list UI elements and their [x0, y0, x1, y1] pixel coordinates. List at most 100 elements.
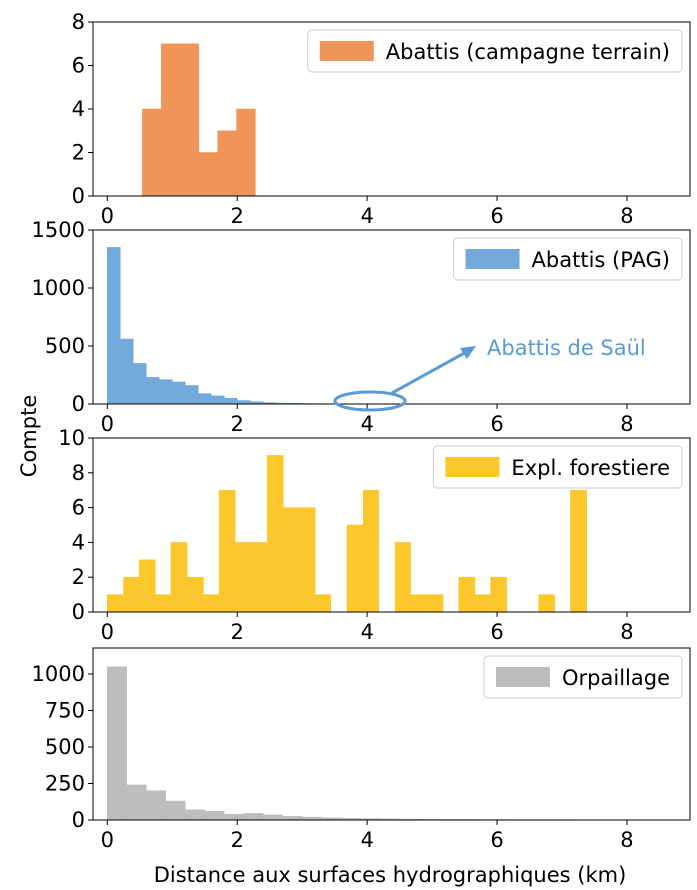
x-axis-label: Distance aux surfaces hydrographiques (k…	[154, 863, 627, 887]
histogram-bar	[236, 400, 251, 405]
histogram-bar	[120, 338, 134, 405]
x-tick-label: 6	[490, 412, 503, 436]
histogram-bar	[217, 130, 237, 197]
x-tick-label: 8	[620, 828, 633, 852]
histogram-bar	[172, 381, 186, 405]
legend-box	[483, 655, 683, 699]
histogram-bar	[410, 594, 428, 613]
histogram-bar	[159, 379, 173, 405]
histogram-bar	[107, 666, 128, 821]
histogram-bar	[197, 393, 212, 405]
x-tick-label: 8	[620, 204, 633, 228]
y-tick-label: 0	[72, 184, 85, 208]
annotation-arrow	[391, 349, 469, 395]
x-tick-label: 4	[360, 620, 373, 644]
histogram-bar	[266, 455, 284, 613]
x-tick-label: 6	[490, 620, 503, 644]
y-tick-label: 1500	[32, 218, 85, 242]
y-tick-label: 6	[72, 496, 85, 520]
histogram-bar	[142, 108, 162, 197]
plot-frame	[92, 647, 691, 821]
histogram-bar	[146, 790, 167, 821]
legend-label: Abattis (PAG)	[532, 248, 670, 272]
histogram-bar	[126, 784, 147, 821]
histogram-bar	[184, 809, 205, 821]
y-tick-label: 0	[72, 392, 85, 416]
histogram-bar	[250, 542, 268, 613]
legend-patch	[465, 249, 520, 269]
y-tick-label: 250	[45, 771, 85, 795]
y-tick-label: 1000	[32, 662, 85, 686]
histogram-bar	[236, 108, 256, 197]
legend: Abattis (campagne terrain)	[307, 29, 683, 73]
histogram-bar	[458, 576, 476, 613]
legend-patch	[445, 457, 500, 477]
histogram-bar	[283, 507, 300, 613]
x-tick-label: 8	[620, 412, 633, 436]
legend: Expl. forestiere	[432, 445, 683, 489]
x-tick-label: 0	[101, 620, 114, 644]
histogram-bar	[298, 507, 316, 613]
y-tick-label: 0	[72, 600, 85, 624]
histogram-bar	[184, 385, 199, 405]
histogram-bar	[155, 594, 172, 613]
legend-box	[307, 29, 683, 73]
legend-patch	[319, 41, 374, 61]
highlight-ellipse	[333, 390, 407, 412]
y-tick-label: 750	[45, 698, 85, 722]
histogram-bar	[243, 813, 264, 821]
histogram-bar	[138, 559, 156, 613]
histogram-bar	[186, 576, 204, 613]
legend-box	[453, 237, 683, 281]
x-tick-label: 2	[231, 412, 244, 436]
histogram-bar	[346, 524, 364, 613]
histogram-bar	[235, 542, 252, 613]
legend-label: Expl. forestiere	[511, 456, 670, 480]
y-tick-label: 500	[45, 735, 85, 759]
histogram-bar	[146, 377, 160, 405]
annotation: Abattis de Saül	[487, 336, 646, 360]
x-tick-label: 0	[101, 828, 114, 852]
y-tick-label: 4	[72, 530, 85, 554]
x-tick-label: 4	[360, 204, 373, 228]
y-tick-label: 6	[72, 54, 85, 78]
histogram-bar	[538, 594, 556, 613]
histogram-bar	[282, 816, 303, 821]
y-tick-label: 500	[45, 334, 85, 358]
legend: Abattis (PAG)	[453, 237, 683, 281]
arrow-head	[460, 346, 476, 359]
histogram-bar	[218, 489, 236, 613]
histogram-bar	[165, 800, 186, 821]
y-tick-label: 0	[72, 808, 85, 832]
histogram-bar	[133, 363, 147, 405]
y-tick-label: 4	[72, 97, 85, 121]
histogram-bar	[362, 489, 380, 613]
histogram-bar	[160, 43, 181, 197]
y-tick-label: 10	[58, 426, 85, 450]
histogram-bar	[179, 43, 200, 197]
x-tick-label: 0	[101, 412, 114, 436]
histogram-bar	[223, 813, 244, 821]
legend: Orpaillage	[483, 655, 683, 699]
annotation-shapes	[333, 346, 476, 412]
histogram-bar	[570, 489, 587, 613]
x-tick-label: 2	[231, 828, 244, 852]
histogram-bar	[107, 247, 121, 405]
y-axis-label: Compte	[17, 395, 41, 477]
legend-patch	[496, 667, 551, 687]
x-tick-label: 2	[231, 620, 244, 644]
histogram-bar	[223, 397, 238, 405]
histogram-bar	[314, 594, 332, 613]
legend-label: Orpaillage	[562, 666, 670, 690]
histogram-bar	[204, 810, 225, 821]
x-tick-label: 4	[360, 412, 373, 436]
x-tick-label: 6	[490, 828, 503, 852]
y-tick-label: 8	[72, 10, 85, 34]
x-tick-label: 0	[101, 204, 114, 228]
histogram-bar	[474, 594, 491, 613]
histogram-bar	[198, 152, 218, 197]
y-tick-label: 1000	[32, 276, 85, 300]
histogram-bar	[210, 395, 225, 405]
y-tick-label: 2	[72, 141, 85, 165]
